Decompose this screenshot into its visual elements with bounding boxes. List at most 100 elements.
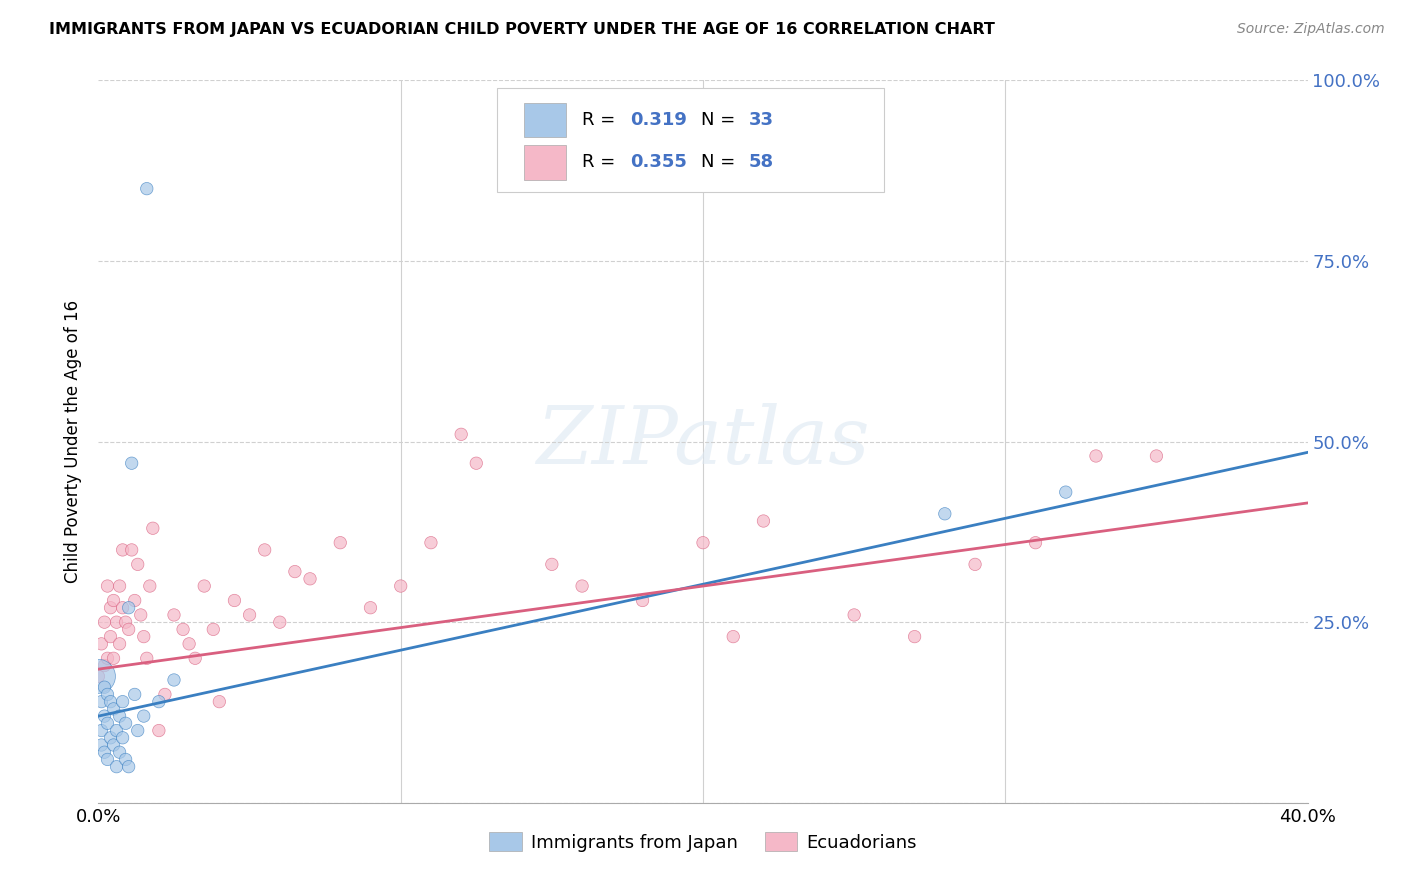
Point (100, 630, 122, 644)
Point (465, 456, 488, 470)
Text: N =: N = (700, 153, 741, 171)
Point (224, 593, 246, 607)
Point (127, 723, 149, 738)
Point (163, 607, 186, 622)
Point (172, 623, 194, 637)
Point (193, 579, 215, 593)
Point (389, 579, 412, 593)
Point (692, 535, 714, 549)
Text: Source: ZipAtlas.com: Source: ZipAtlas.com (1237, 22, 1385, 37)
Point (132, 709, 155, 723)
Point (111, 542, 134, 557)
Point (103, 738, 125, 752)
Point (103, 702, 125, 716)
Point (269, 615, 291, 630)
Text: IMMIGRANTS FROM JAPAN VS ECUADORIAN CHILD POVERTY UNDER THE AGE OF 16 CORRELATIO: IMMIGRANTS FROM JAPAN VS ECUADORIAN CHIL… (49, 22, 995, 37)
Point (111, 600, 134, 615)
Point (100, 600, 122, 615)
Point (114, 615, 136, 630)
Point (96, 579, 118, 593)
Point (124, 593, 146, 607)
Text: 0.355: 0.355 (630, 153, 688, 171)
Point (179, 637, 201, 651)
Point (96, 752, 118, 766)
Text: 33: 33 (749, 111, 773, 129)
Point (108, 709, 131, 723)
Point (127, 558, 149, 572)
Point (1054, 485, 1077, 500)
Point (450, 427, 472, 442)
Point (299, 572, 322, 586)
Text: N =: N = (700, 111, 741, 129)
Point (114, 716, 136, 731)
Point (105, 723, 128, 738)
Point (118, 760, 141, 774)
Point (118, 600, 141, 615)
Point (90, 723, 112, 738)
Point (93, 658, 115, 673)
Point (540, 558, 562, 572)
Point (105, 760, 128, 774)
FancyBboxPatch shape (498, 87, 884, 193)
Point (124, 687, 146, 701)
Point (93, 709, 115, 723)
Point (184, 651, 207, 665)
Point (90, 695, 112, 709)
Point (752, 514, 775, 528)
Point (239, 607, 262, 622)
Point (284, 565, 307, 579)
Point (87, 669, 110, 683)
Point (631, 593, 654, 607)
Point (103, 651, 125, 665)
Point (148, 723, 170, 738)
Point (934, 507, 956, 521)
Point (93, 615, 115, 630)
Point (114, 752, 136, 766)
Point (163, 673, 186, 687)
Point (111, 731, 134, 745)
Point (360, 600, 382, 615)
Point (965, 558, 987, 572)
Point (1024, 535, 1046, 549)
Point (129, 607, 152, 622)
Point (87, 669, 110, 683)
Legend: Immigrants from Japan, Ecuadorians: Immigrants from Japan, Ecuadorians (482, 825, 924, 859)
Point (135, 651, 157, 665)
FancyBboxPatch shape (524, 103, 567, 137)
Point (253, 542, 276, 557)
Y-axis label: Child Poverty Under the Age of 16: Child Poverty Under the Age of 16 (65, 300, 83, 583)
Point (139, 579, 162, 593)
Text: 58: 58 (749, 153, 775, 171)
Text: R =: R = (582, 111, 621, 129)
Point (90, 637, 112, 651)
Point (93, 680, 115, 694)
Point (96, 716, 118, 731)
Point (118, 623, 141, 637)
Point (420, 535, 443, 549)
Point (96, 651, 118, 665)
Point (96, 687, 118, 701)
Point (202, 623, 225, 637)
Point (135, 182, 157, 196)
Point (142, 521, 165, 535)
Text: ZIPatlas: ZIPatlas (536, 403, 870, 480)
Point (90, 738, 112, 752)
Point (93, 745, 115, 759)
Point (121, 456, 143, 470)
Point (108, 579, 131, 593)
Point (153, 687, 176, 701)
Point (100, 695, 122, 709)
Point (108, 745, 131, 759)
Point (100, 731, 122, 745)
Point (148, 695, 170, 709)
Point (1085, 449, 1108, 463)
Text: 0.319: 0.319 (630, 111, 688, 129)
Point (904, 630, 927, 644)
Point (108, 637, 131, 651)
Point (723, 630, 745, 644)
Point (132, 630, 155, 644)
Point (571, 579, 593, 593)
Point (121, 542, 143, 557)
Point (844, 607, 866, 622)
Point (208, 695, 231, 709)
